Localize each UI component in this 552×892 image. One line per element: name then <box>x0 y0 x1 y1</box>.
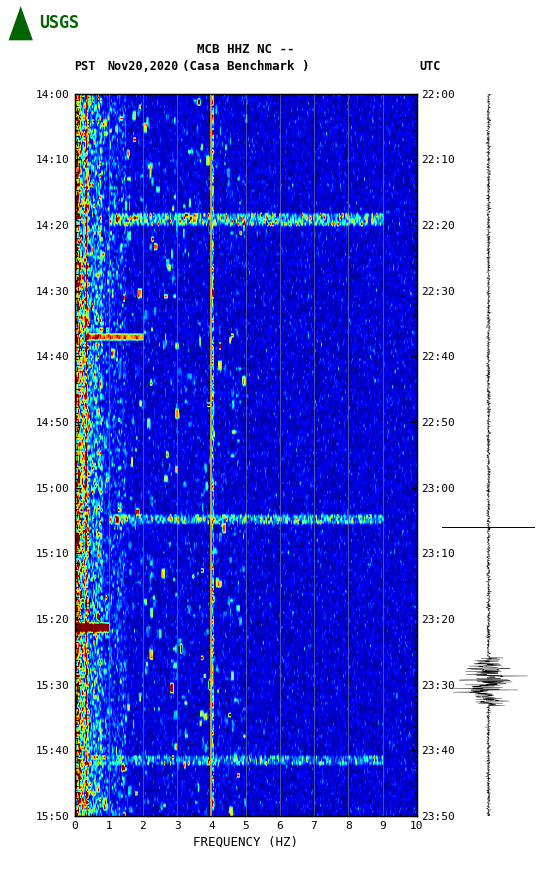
X-axis label: FREQUENCY (HZ): FREQUENCY (HZ) <box>193 835 298 848</box>
Text: UTC: UTC <box>420 61 441 73</box>
Polygon shape <box>9 6 33 40</box>
Text: MCB HHZ NC --: MCB HHZ NC -- <box>197 43 294 55</box>
Text: USGS: USGS <box>39 14 79 32</box>
Text: Nov20,2020: Nov20,2020 <box>108 61 179 73</box>
Text: PST: PST <box>75 61 96 73</box>
Text: (Casa Benchmark ): (Casa Benchmark ) <box>182 61 309 73</box>
